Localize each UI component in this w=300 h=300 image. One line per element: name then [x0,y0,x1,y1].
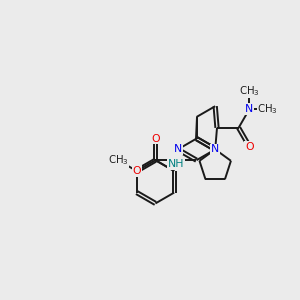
Text: N: N [211,144,219,154]
Text: N: N [245,104,253,114]
Text: NH: NH [168,159,184,169]
Text: O: O [245,142,254,152]
Text: O: O [132,166,141,176]
Text: N: N [174,144,182,154]
Text: CH$_3$: CH$_3$ [239,84,260,98]
Text: CH$_3$: CH$_3$ [257,102,278,116]
Text: N: N [211,144,219,154]
Text: CH$_3$: CH$_3$ [108,153,128,167]
Text: O: O [151,134,160,144]
Text: N: N [133,166,141,176]
